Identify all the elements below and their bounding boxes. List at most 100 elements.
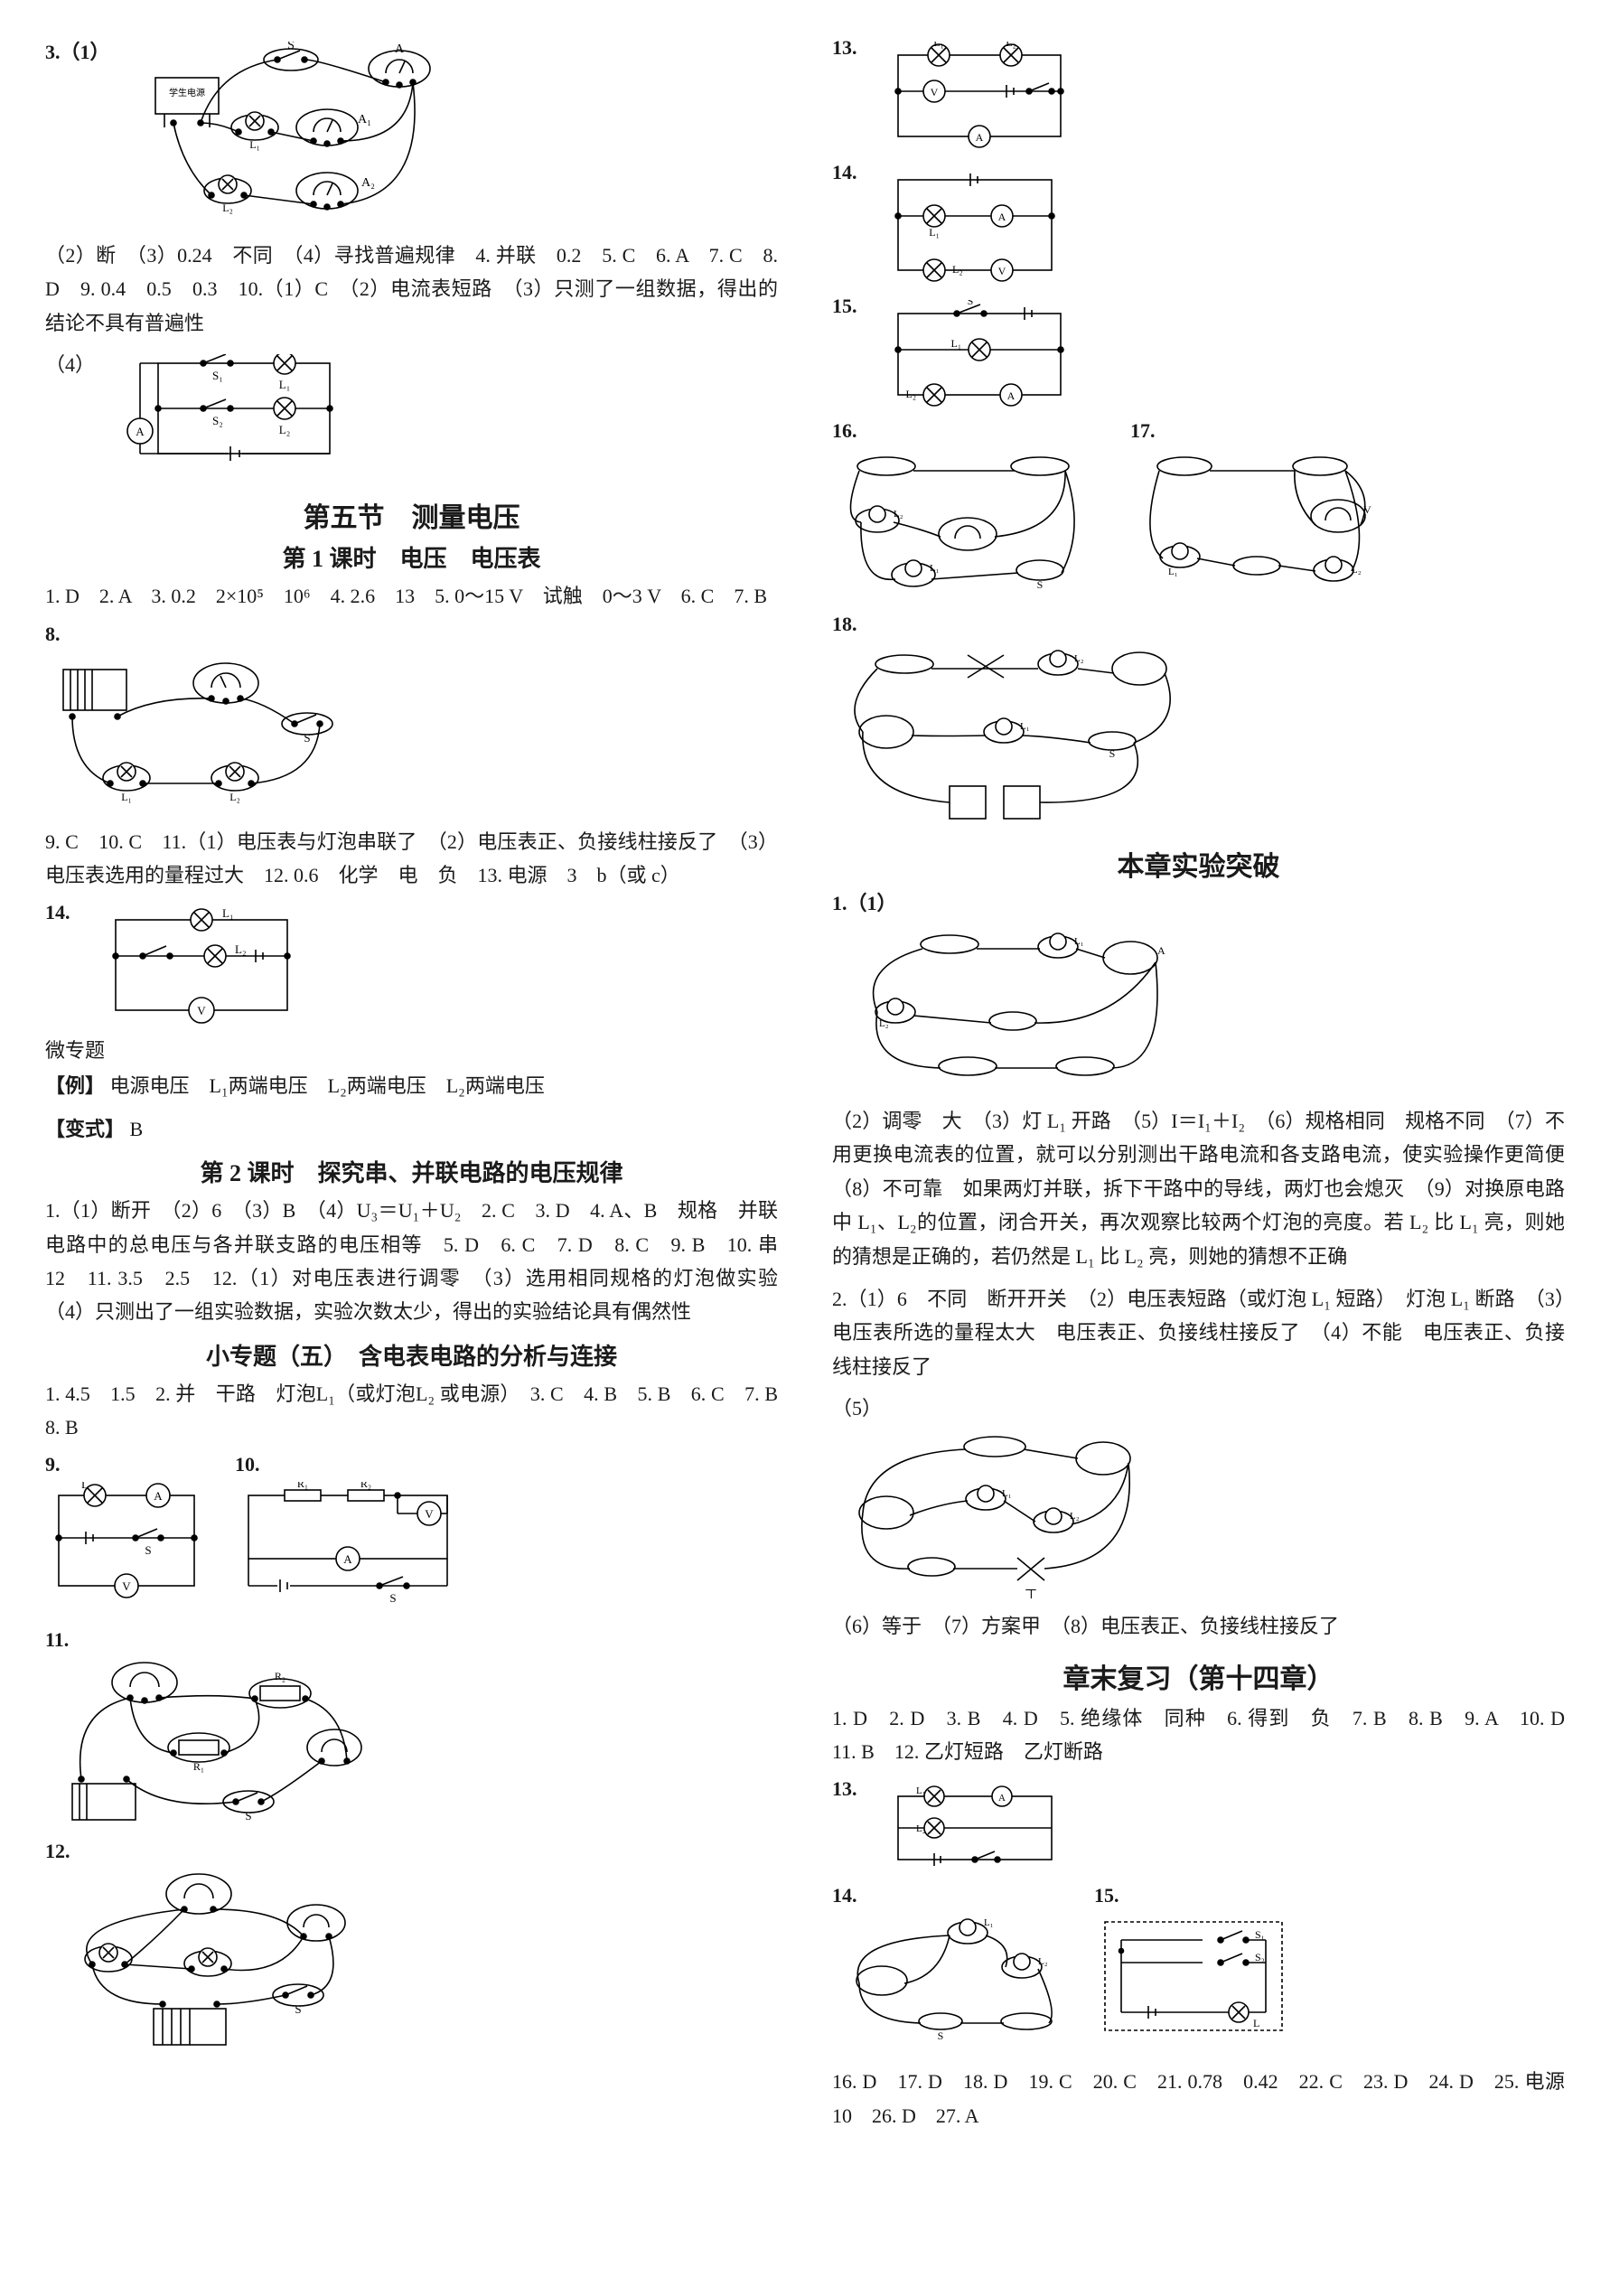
svg-text:L₁: L₁ bbox=[222, 906, 233, 920]
svg-text:V: V bbox=[122, 1579, 131, 1593]
rq17-diagram: V L₁ L₂ bbox=[1130, 448, 1383, 602]
circuit-schematic-icon: S L₁ L₂ bbox=[885, 300, 1074, 408]
expt-q1-diagram: L₁ A L₂ bbox=[832, 922, 1565, 1093]
svg-text:A₁: A₁ bbox=[358, 113, 371, 127]
svg-text:S: S bbox=[295, 2002, 301, 2016]
circuit-realistic-icon: 学生电源 S A bbox=[137, 42, 463, 222]
expt-q1-label: 1.（1） bbox=[832, 892, 897, 914]
svg-text:L₁: L₁ bbox=[249, 138, 260, 151]
q14-label: 14. bbox=[45, 901, 70, 924]
micro-topic-label: 微专题 bbox=[45, 1035, 778, 1064]
example-line: 【例】 电源电压 L₁两端电压 L₂两端电压 L₂两端电压 bbox=[45, 1069, 778, 1102]
circuit-schematic-icon: L₁ A L₂ bbox=[885, 1783, 1065, 1873]
circuit-realistic-icon: S L₁ L₂ bbox=[45, 651, 352, 814]
svg-text:A: A bbox=[136, 425, 145, 438]
circuit-schematic-icon: L₁ A L₂ V bbox=[885, 166, 1065, 284]
svg-text:L₂: L₂ bbox=[879, 1018, 889, 1029]
svg-text:A: A bbox=[1157, 944, 1165, 957]
svg-text:L₂: L₂ bbox=[1074, 653, 1084, 664]
svg-text:L₁: L₁ bbox=[279, 378, 290, 391]
svg-text:L₂: L₂ bbox=[1006, 42, 1016, 49]
q12-label: 12. bbox=[45, 1840, 70, 1862]
svg-text:L₁: L₁ bbox=[1002, 1488, 1012, 1499]
svg-text:L₁: L₁ bbox=[916, 1785, 926, 1796]
circuit-schematic-icon: L₁ L₂ bbox=[98, 906, 305, 1024]
svg-text:S₁: S₁ bbox=[1255, 1928, 1265, 1941]
section5-lesson1-answers: 1. D 2. A 3. 0.2 2×10⁵ 10⁶ 4. 2.6 13 5. … bbox=[45, 579, 778, 613]
rq18-diagram: L₂ L₁ S bbox=[832, 642, 1565, 831]
svg-text:学生电源: 学生电源 bbox=[169, 87, 205, 98]
review-q15-label: 15. bbox=[1094, 1884, 1119, 1907]
expt-text1: （2）调零 大 （3）灯 L₁ 开路 （5）I＝I₁＋I₂ （6）规格相同 规格… bbox=[832, 1104, 1565, 1273]
circuit-realistic-icon: V L₁ L₂ bbox=[1130, 448, 1383, 602]
svg-text:S₂: S₂ bbox=[1255, 1951, 1265, 1963]
section5-lesson2-answers: 1.（1）断开 （2）6 （3）B （4）U₃＝U₁＋U₂ 2. C 3. D … bbox=[45, 1194, 778, 1329]
rq13-prev-label: 13. bbox=[832, 36, 857, 60]
q3-label: 3.（1） bbox=[45, 36, 110, 65]
svg-text:S₂: S₂ bbox=[212, 414, 223, 427]
svg-text:S: S bbox=[145, 1543, 151, 1557]
svg-text:L₂: L₂ bbox=[1352, 565, 1362, 576]
svg-text:S: S bbox=[389, 1591, 396, 1605]
svg-text:V: V bbox=[930, 86, 938, 98]
circuit-realistic-icon: L₁ L₂ S bbox=[832, 1913, 1067, 2048]
variant-text: B bbox=[130, 1118, 144, 1140]
q3-answers: （2）断 （3）0.24 不同 （4）寻找普遍规律 4. 并联 0.2 5. C… bbox=[45, 239, 778, 340]
left-column: 3.（1） 学生电源 S bbox=[45, 36, 778, 2141]
svg-text:S: S bbox=[967, 300, 973, 307]
svg-text:R₁: R₁ bbox=[193, 1760, 204, 1773]
expt-q5-diagram: L₁ L₂ 丁 bbox=[832, 1427, 1565, 1598]
svg-text:A: A bbox=[154, 1489, 163, 1503]
svg-text:S: S bbox=[1109, 747, 1116, 760]
q3-sub4-label: （4） bbox=[45, 349, 95, 378]
q8-label: 8. bbox=[45, 623, 61, 645]
review-answers1: 1. D 2. D 3. B 4. D 5. 绝缘体 同种 6. 得到 负 7.… bbox=[832, 1701, 1565, 1769]
rq16-diagram: L₂ L₁ S bbox=[832, 448, 1103, 602]
circuit-schematic-icon: L₁ L₂ V bbox=[885, 42, 1074, 150]
svg-text:L₂: L₂ bbox=[952, 263, 963, 276]
q11-label: 11. bbox=[45, 1628, 69, 1651]
svg-text:A: A bbox=[998, 1793, 1006, 1804]
q10-label: 10. bbox=[235, 1453, 260, 1476]
svg-text:A₂: A₂ bbox=[361, 176, 375, 190]
svg-text:A: A bbox=[997, 211, 1006, 223]
section5-title: 第五节 测量电压 bbox=[45, 495, 778, 535]
circuit-realistic-icon: L₂ L₁ S bbox=[832, 642, 1193, 831]
svg-text:L₂: L₂ bbox=[235, 942, 246, 956]
review-q14-label: 14. bbox=[832, 1884, 857, 1907]
rq15-diagram: S L₁ L₂ bbox=[885, 300, 1074, 408]
svg-text:丁: 丁 bbox=[1025, 1588, 1036, 1598]
rq14-diagram: L₁ A L₂ V bbox=[885, 166, 1065, 284]
right-column: 13. L₁ L₂ bbox=[832, 36, 1565, 2141]
svg-text:L₂: L₂ bbox=[894, 509, 903, 520]
svg-text:V: V bbox=[197, 1004, 206, 1017]
rq17-label: 17. bbox=[1130, 419, 1156, 442]
q9-diagram: L A S bbox=[45, 1482, 208, 1599]
circuit-realistic-icon: R₂ R₁ bbox=[45, 1657, 370, 1829]
svg-text:L₁: L₁ bbox=[984, 1917, 994, 1928]
circuit-schematic-icon: L A S bbox=[45, 1482, 208, 1599]
q12-diagram: S bbox=[45, 1869, 778, 2049]
svg-text:L₁: L₁ bbox=[930, 563, 940, 574]
circuit-realistic-icon: S bbox=[45, 1869, 370, 2049]
svg-text:V: V bbox=[425, 1507, 434, 1521]
svg-text:S: S bbox=[938, 2029, 944, 2042]
rq15-prev-label: 15. bbox=[832, 295, 857, 318]
svg-text:L₁: L₁ bbox=[933, 42, 944, 49]
expt-text2: 2.（1）6 不同 断开开关 （2）电压表短路（或灯泡 L₁ 短路） 灯泡 L₁… bbox=[832, 1282, 1565, 1383]
svg-text:R₂: R₂ bbox=[275, 1670, 285, 1682]
expt-text3: （6）等于 （7）方案甲 （8）电压表正、负接线柱接反了 bbox=[832, 1609, 1565, 1643]
q3-diagram-4: S₁ L₁ S₂ bbox=[122, 354, 357, 472]
svg-text:R₂: R₂ bbox=[360, 1482, 371, 1490]
circuit-schematic-icon: R₁ R₂ V A bbox=[235, 1482, 461, 1617]
topic5-title: 小专题（五） 含电表电路的分析与连接 bbox=[45, 1338, 778, 1372]
svg-text:S: S bbox=[245, 1809, 251, 1823]
svg-text:L₂: L₂ bbox=[222, 201, 233, 214]
rq13-diagram: L₁ L₂ V bbox=[885, 42, 1074, 150]
review-title: 章末复习（第十四章） bbox=[832, 1656, 1565, 1696]
svg-text:L₂: L₂ bbox=[1070, 1511, 1080, 1522]
svg-text:A: A bbox=[343, 1552, 352, 1566]
variant-line: 【变式】 B bbox=[45, 1112, 778, 1146]
svg-text:A: A bbox=[975, 131, 983, 144]
q8-diagram: S L₁ L₂ bbox=[45, 651, 778, 814]
